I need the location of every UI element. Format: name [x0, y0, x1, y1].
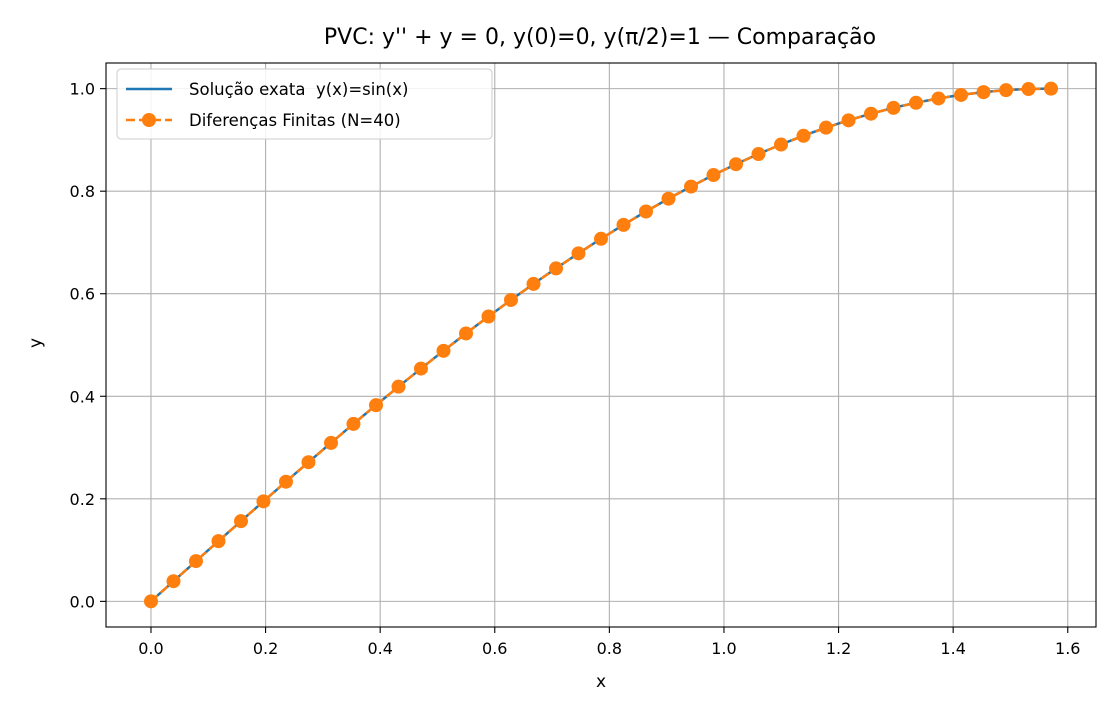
data-point-fd: [706, 168, 721, 183]
data-point-fd: [166, 574, 181, 589]
data-point-fd: [436, 343, 451, 358]
x-tick-label: 0.0: [138, 639, 163, 658]
data-point-fd: [503, 292, 518, 307]
data-point-fd: [796, 128, 811, 143]
data-point-fd: [459, 326, 474, 341]
data-point-fd: [256, 494, 271, 509]
data-point-fd: [863, 106, 878, 121]
y-tick-label: 0.2: [70, 490, 95, 509]
plot-frame: [105, 62, 1097, 628]
data-point-fd: [976, 85, 991, 100]
data-point-fd: [886, 100, 901, 115]
legend-label-fd: Diferenças Finitas (N=40): [189, 111, 401, 130]
x-tick-label: 1.0: [711, 639, 736, 658]
legend-marker-fd: [142, 113, 156, 127]
data-point-fd: [278, 474, 293, 489]
grid-lines: [106, 63, 1096, 627]
y-tick-label: 1.0: [70, 80, 95, 99]
chart-title: PVC: y'' + y = 0, y(0)=0, y(π/2)=1 — Com…: [324, 25, 876, 50]
data-point-fd: [368, 398, 383, 413]
data-point-fd: [549, 261, 564, 276]
x-tick-label: 0.8: [597, 639, 622, 658]
x-axis: 0.0 0.2 0.4 0.6 0.8 1.0 1.2 1.4 1.6: [138, 627, 1080, 658]
legend-label-exact: Solução exata y(x)=sin(x): [189, 80, 408, 99]
y-axis-label: y: [26, 338, 46, 348]
data-point-fd: [481, 309, 496, 324]
data-point-fd: [954, 87, 969, 102]
data-point-fd: [143, 594, 158, 609]
data-point-fd: [999, 83, 1014, 98]
y-tick-label: 0.4: [70, 387, 95, 406]
data-point-fd: [571, 246, 586, 261]
y-tick-label: 0.8: [70, 182, 95, 201]
data-point-fd: [909, 95, 924, 110]
x-tick-label: 1.6: [1055, 639, 1080, 658]
y-tick-label: 0.0: [70, 592, 95, 611]
plot-area: [143, 81, 1059, 609]
data-point-fd: [233, 514, 248, 529]
data-point-fd: [526, 276, 541, 291]
data-point-fd: [841, 113, 856, 128]
series-line-fd: [150, 87, 1052, 603]
data-point-fd: [188, 554, 203, 569]
data-point-fd: [1021, 82, 1036, 97]
x-tick-label: 1.4: [940, 639, 965, 658]
series-line-exact: [150, 87, 1052, 603]
x-tick-label: 1.2: [826, 639, 851, 658]
legend: Solução exata y(x)=sin(x) Diferenças Fin…: [116, 68, 493, 140]
data-point-fd: [931, 91, 946, 106]
data-point-fd: [661, 191, 676, 206]
data-point-fd: [413, 361, 428, 376]
y-axis: 0.0 0.2 0.4 0.6 0.8 1.0: [70, 80, 106, 611]
x-tick-label: 0.6: [482, 639, 507, 658]
data-point-fd: [774, 137, 789, 152]
data-point-fd: [638, 204, 653, 219]
data-point-fd: [751, 147, 766, 162]
legend-box: [116, 68, 493, 140]
x-axis-label: x: [596, 672, 606, 692]
data-point-fd: [301, 455, 316, 470]
data-point-fd: [1044, 81, 1059, 96]
data-point-fd: [728, 157, 743, 172]
data-point-fd: [819, 120, 834, 135]
y-tick-label: 0.6: [70, 285, 95, 304]
data-point-fd: [684, 179, 699, 194]
data-point-fd: [324, 435, 339, 450]
data-point-fd: [346, 416, 361, 431]
x-tick-label: 0.4: [367, 639, 392, 658]
data-point-fd: [211, 534, 226, 549]
data-point-fd: [594, 231, 608, 246]
data-point-fd: [391, 379, 406, 394]
data-point-fd: [616, 217, 631, 232]
x-tick-label: 0.2: [253, 639, 278, 658]
